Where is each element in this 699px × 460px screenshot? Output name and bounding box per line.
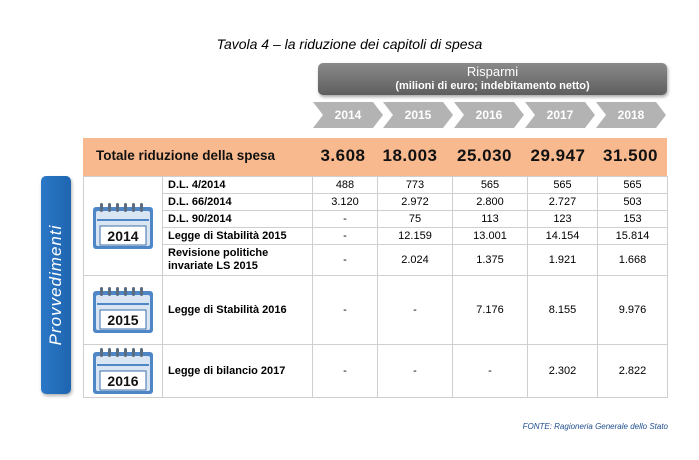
value-cell: - [377,344,453,398]
value-cell: - [312,275,378,345]
value-cell: 153 [597,210,668,228]
value-cell: 13.001 [452,227,528,245]
provvedimenti-label: Provvedimenti [46,224,65,346]
year-header-2: 2016 [454,102,524,128]
provvedimento-label: Legge di Stabilità 2016 [162,275,313,345]
value-cell: 9.976 [597,275,668,345]
value-cell: 773 [377,176,453,194]
value-cell: 75 [377,210,453,228]
provvedimento-label: D.L. 4/2014 [162,176,313,194]
provvedimento-label: Revisione politiche invariate LS 2015 [162,244,313,276]
calendar-year-label: 2016 [107,373,139,389]
year-label: 2018 [617,108,645,122]
table-row: 2015 Legge di Stabilità 2016- -7.176 8.155 9… [83,275,668,345]
source-note: FONTE: Ragioneria Generale dello Stato [522,422,668,431]
value-cell: 2.024 [377,244,453,276]
value-cell: 14.154 [527,227,598,245]
totale-band [83,138,667,176]
calendar-cell: 2014 [83,176,163,276]
value-cell: - [377,275,453,345]
value-cell: 565 [597,176,668,194]
year-label: 2015 [404,108,432,122]
table-row: Revisione politiche invariate LS 2015-2.… [84,244,668,276]
calendar-year-label: 2015 [107,312,139,328]
value-cell: - [452,344,528,398]
value-cell: - [312,227,378,245]
value-cell: 1.668 [597,244,668,276]
value-cell: 565 [452,176,528,194]
calendar-icon: 2014 [88,201,158,251]
value-cell: 113 [452,210,528,228]
provvedimento-label: D.L. 66/2014 [162,193,313,211]
table-row: 2014 D.L. 4/2014 488 773 565 565 565 [83,176,668,276]
value-cell: 7.176 [452,275,528,345]
risparmi-header: Risparmi (milioni di euro; indebitamento… [318,63,667,95]
value-cell: 2.727 [527,193,598,211]
year-header-4: 2018 [596,102,666,128]
calendar-icon: 2016 [88,346,158,396]
totale-value: 29.947 [530,146,586,165]
year-label: 2016 [475,108,503,122]
value-cell: 2.302 [527,344,598,398]
provvedimento-label: Legge di Stabilità 2015 [162,227,313,245]
table-row: D.L. 90/2014-75 113 123 153 [84,210,668,228]
calendar-cell: 2015 [83,275,163,345]
year-header-3: 2017 [525,102,595,128]
provvedimento-label: D.L. 90/2014 [162,210,313,228]
value-cell: 2.972 [377,193,453,211]
value-cell: 8.155 [527,275,598,345]
value-cell: 565 [527,176,598,194]
provvedimenti-table-wrap: 2014 D.L. 4/2014 488 773 565 565 565 D.L. 66/20… [83,176,668,398]
value-cell: 2.800 [452,193,528,211]
provvedimenti-table: 2014 D.L. 4/2014 488 773 565 565 565 D.L. 66/20… [83,176,668,398]
value-cell: 488 [312,176,378,194]
table-row: Legge di Stabilità 2015-12.159 13.001 14.1… [84,227,668,245]
totale-value: 31.500 [603,146,658,165]
value-cell: - [312,244,378,276]
value-cell: 1.921 [527,244,598,276]
totale-value: 3.608 [320,146,366,165]
value-cell: 503 [597,193,668,211]
value-cell: 2.822 [597,344,668,398]
risparmi-label: Risparmi [466,64,519,79]
table-row: 2016 Legge di bilancio 2017- - -2.302 2.822 [83,344,668,398]
provvedimenti-sidebar: Provvedimenti [41,176,71,394]
totale-value: 25.030 [457,146,512,165]
value-cell: 15.814 [597,227,668,245]
value-cell: - [312,210,378,228]
totale-value: 18.003 [382,146,438,165]
year-label: 2014 [334,108,362,122]
year-label: 2017 [546,108,574,122]
calendar-year-label: 2014 [107,228,139,244]
year-header-1: 2015 [383,102,453,128]
value-cell: 123 [527,210,598,228]
provvedimento-label: Legge di bilancio 2017 [162,344,313,398]
value-cell: 3.120 [312,193,378,211]
calendar-cell: 2016 [83,344,163,398]
year-header-0: 2014 [313,102,383,128]
value-cell: 12.159 [377,227,453,245]
totale-label: Totale riduzione della spesa [96,148,276,163]
value-cell: - [312,344,378,398]
unit-label: (milioni di euro; indebitamento netto) [395,80,590,92]
calendar-icon: 2015 [88,285,158,335]
value-cell: 1.375 [452,244,528,276]
page-title: Tavola 4 – la riduzione dei capitoli di … [216,36,483,52]
table-row: D.L. 66/2014 3.120 2.972 2.800 2.727 503 [84,193,668,211]
